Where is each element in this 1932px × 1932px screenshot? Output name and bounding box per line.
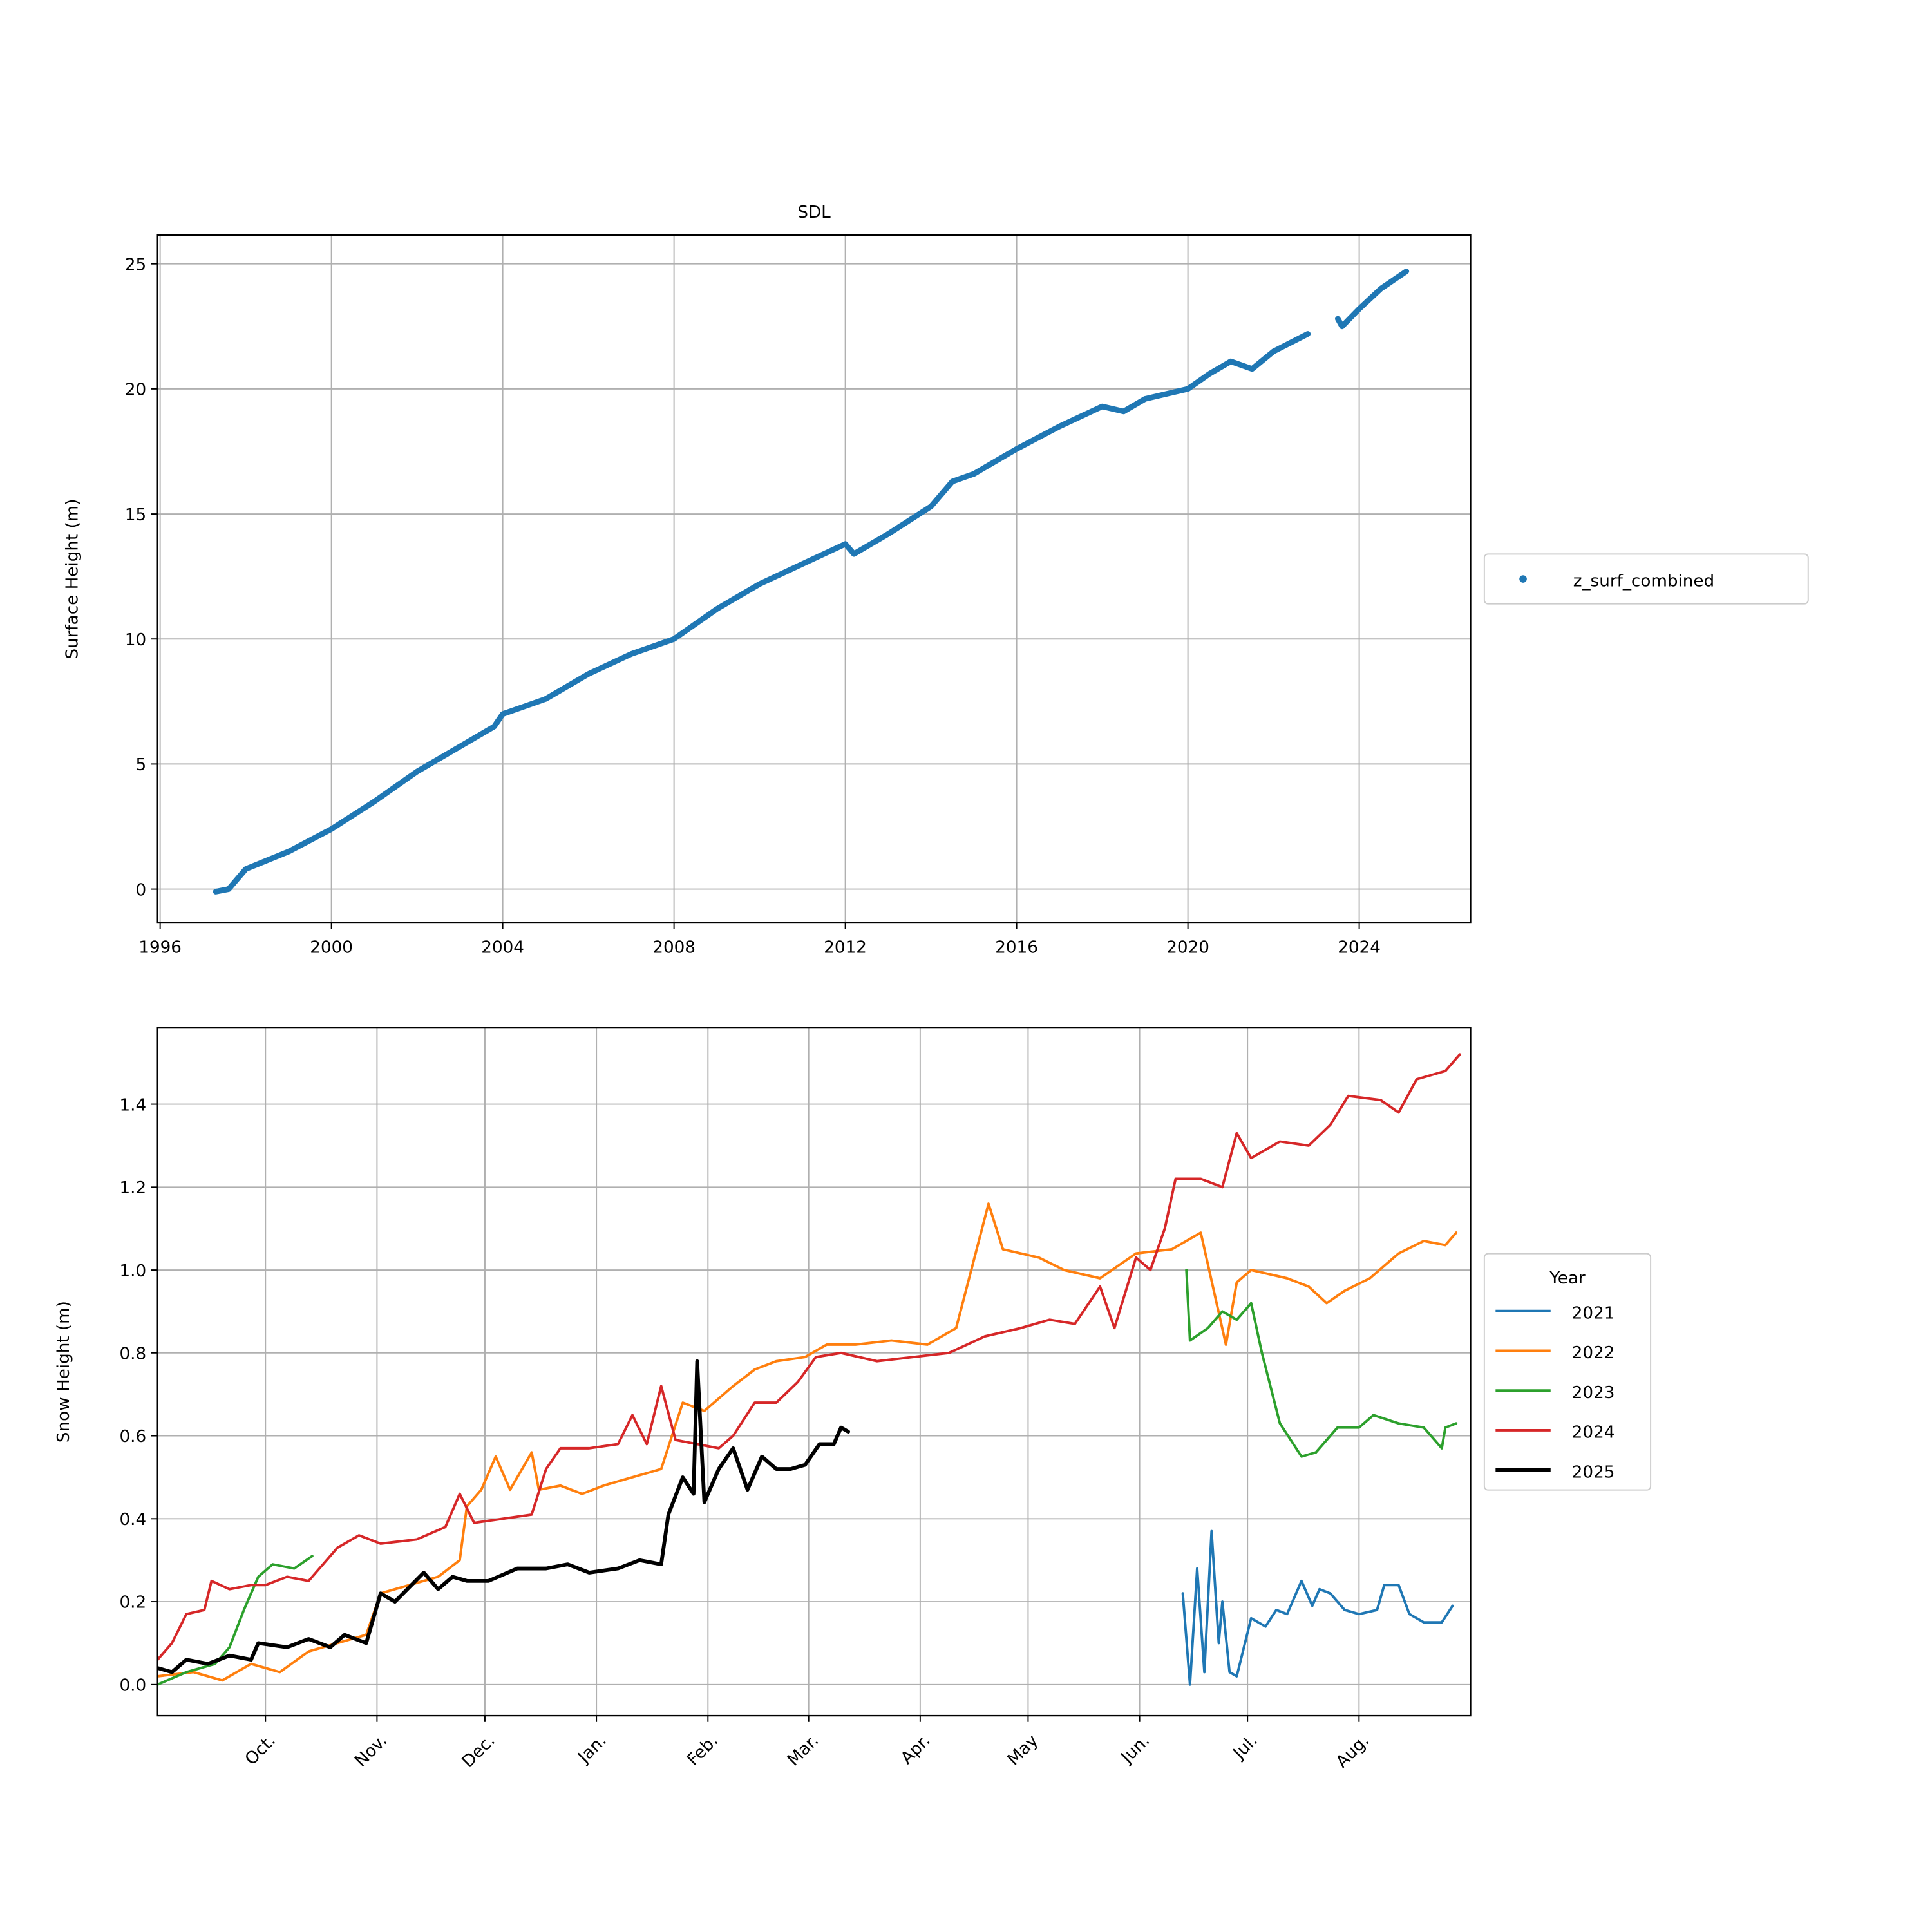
y-tick-label: 10 <box>125 630 146 650</box>
plot-area <box>213 268 1410 895</box>
legend-box <box>1483 1253 1652 1491</box>
y-tick-label: 1.4 <box>120 1095 147 1115</box>
legend-label: 2023 <box>1572 1383 1615 1403</box>
y-axis-label: Snow Height (m) <box>54 1301 73 1443</box>
x-tick-label: 2012 <box>824 938 867 958</box>
y-tick-label: 20 <box>125 381 146 400</box>
axes-frame <box>156 1027 1472 1717</box>
x-tick-label: 2004 <box>481 938 524 958</box>
y-tick-label: 15 <box>125 506 146 525</box>
legend-box <box>1483 553 1809 605</box>
x-tick-label: 1996 <box>138 938 182 958</box>
legend-title: Year <box>1549 1269 1586 1288</box>
y-axis-label: Surface Height (m) <box>62 498 82 659</box>
legend-label: 2024 <box>1572 1423 1615 1443</box>
x-tick-label: 2008 <box>652 938 696 958</box>
plot-area <box>157 1053 1461 1686</box>
y-tick-label: 0.8 <box>120 1345 147 1364</box>
series-line <box>157 1359 851 1674</box>
y-tick-label: 0.4 <box>120 1510 147 1530</box>
x-tick-label: 2016 <box>995 938 1038 958</box>
y-tick-label: 0.6 <box>120 1427 147 1446</box>
x-tick-label: 2000 <box>310 938 353 958</box>
legend-label: 2021 <box>1572 1303 1615 1323</box>
series-line <box>157 1053 1461 1662</box>
x-tick-label: 2020 <box>1166 938 1209 958</box>
y-tick-label: 5 <box>136 755 147 775</box>
y-tick-label: 25 <box>125 255 146 274</box>
x-tick-label: 2024 <box>1338 938 1381 958</box>
series-line <box>1181 1530 1454 1686</box>
legend-label: 2022 <box>1572 1343 1615 1363</box>
y-tick-label: 0 <box>136 880 147 900</box>
series-line <box>157 1269 1458 1686</box>
legend-label: 2025 <box>1572 1463 1615 1482</box>
series-line <box>157 1202 1458 1682</box>
chart-title: SDL <box>797 203 831 222</box>
y-tick-label: 0.0 <box>120 1676 147 1696</box>
axes-frame <box>156 234 1472 924</box>
y-tick-label: 1.2 <box>120 1179 147 1198</box>
y-tick-label: 1.0 <box>120 1262 147 1281</box>
dot-series <box>213 268 1410 895</box>
y-tick-label: 0.2 <box>120 1593 147 1613</box>
legend-label: z_surf_combined <box>1573 572 1714 591</box>
legend-marker <box>1519 575 1527 583</box>
